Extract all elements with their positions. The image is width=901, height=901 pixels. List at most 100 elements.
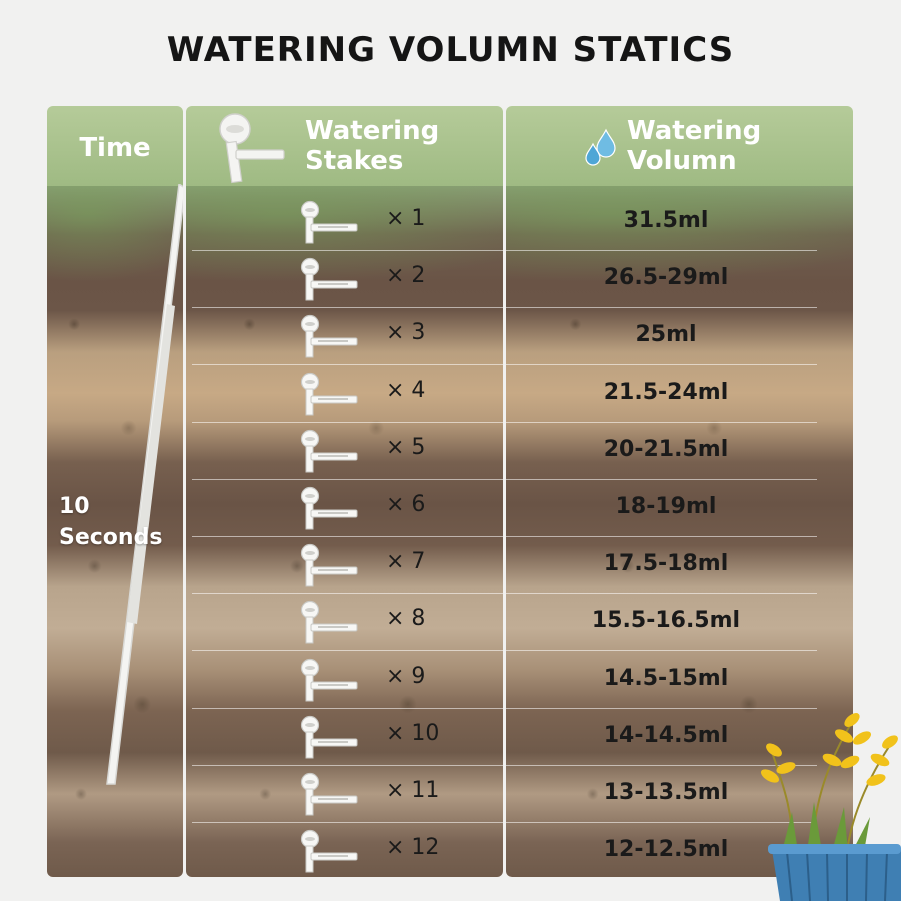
row-divider [506,364,817,366]
stake-count: × 8 [386,606,426,632]
volume-row: 21.5-24ml [506,366,853,423]
soil-background [186,186,503,877]
volume-row: 18-19ml [506,480,853,537]
stake-row: × 10 [186,709,503,766]
time-unit: Seconds [59,525,163,550]
volume-value: 15.5-16.5ml [591,608,741,634]
row-divider [506,307,817,309]
soil-background [47,186,183,877]
volume-value: 18-19ml [615,494,717,519]
watering-stake-icon [296,600,360,648]
stake-row: × 2 [186,251,503,309]
stakes-header-line1: Watering [305,116,440,146]
watering-stake-icon [219,113,285,184]
stake-count: × 9 [386,663,426,689]
watering-stake-icon [296,429,360,477]
row-divider [192,421,503,423]
row-divider [192,650,503,652]
time-value-label: 10 Seconds [59,491,162,553]
volume-header: Watering Volumn [506,106,853,186]
row-divider [506,536,817,537]
stake-count: × 4 [386,377,426,403]
watering-stake-icon [296,200,360,248]
stake-count: × 6 [386,492,426,517]
stakes-column: Watering Stakes × 1 × 2 × 3 × 4 × 5 × 6 × 7 × 8… [186,106,503,877]
time-header-label: Time [79,133,151,163]
volume-value: 25ml [635,322,697,348]
stake-row: × 12 [186,823,503,877]
row-divider [192,364,503,366]
volume-row: 31.5ml [506,194,853,251]
stake-row: × 11 [186,766,503,823]
volume-value: 13-13.5ml [603,780,729,805]
row-divider [506,707,817,709]
stake-count: × 1 [386,206,426,231]
row-divider [192,593,503,595]
volume-value: 21.5-24ml [603,379,729,405]
row-divider [192,822,503,823]
row-divider [192,764,503,766]
stake-count: × 3 [386,320,426,346]
time-column: Time 10 Seconds [47,106,183,877]
watering-stake-icon [296,772,360,820]
stake-count: × 5 [386,434,426,460]
stake-row: × 9 [186,652,503,709]
stake-row: × 4 [186,366,503,423]
volume-row: 25ml [506,308,853,366]
volume-row: 12-12.5ml [506,823,853,877]
row-divider [192,307,503,309]
row-divider [506,593,817,595]
stake-count: × 10 [386,720,440,746]
stake-row: × 1 [186,194,503,251]
volume-header-line2: Volumn [627,146,737,176]
row-divider [506,478,817,480]
watering-stake-icon [296,829,360,877]
watering-stake-icon [296,543,360,591]
watering-stake-icon [296,715,360,763]
stake-row: × 7 [186,537,503,595]
volume-header-line1: Watering [627,116,762,146]
stakes-header-label: Watering Stakes [305,116,439,176]
row-divider [192,250,503,251]
row-divider [192,478,503,480]
stakes-header: Watering Stakes [186,106,503,186]
volume-row: 13-13.5ml [506,766,853,823]
time-value: 10 [59,494,90,519]
watering-stake-icon [296,257,360,305]
time-header: Time [47,106,183,186]
watering-stake-icon [296,486,360,534]
water-drops-icon [585,128,616,166]
volume-row: 15.5-16.5ml [506,594,853,652]
stakes-header-line2: Stakes [305,146,404,176]
watering-stake-icon [296,314,360,362]
stake-count: × 12 [386,835,440,861]
row-divider [506,421,817,423]
stake-count: × 7 [386,549,426,575]
volume-value: 12-12.5ml [603,837,729,863]
page-title: WATERING VOLUMN STATICS [166,30,735,70]
row-divider [506,764,817,766]
watering-stake-icon [296,658,360,706]
row-divider [192,707,503,709]
volume-row: 26.5-29ml [506,251,853,309]
soil-background [506,186,853,877]
stake-row: × 6 [186,480,503,537]
stake-count: × 11 [386,778,440,803]
volume-value: 14.5-15ml [603,665,729,691]
volume-row: 17.5-18ml [506,537,853,595]
volume-header-label: Watering Volumn [627,116,761,176]
volume-row: 20-21.5ml [506,423,853,480]
volume-value: 17.5-18ml [603,551,729,577]
stake-row: × 5 [186,423,503,480]
stake-row: × 8 [186,594,503,652]
volume-value: 31.5ml [623,208,709,233]
row-divider [506,822,817,823]
row-divider [192,536,503,537]
volume-value: 20-21.5ml [603,436,729,462]
watering-stake-icon [296,372,360,420]
potted-plant-icon [760,713,901,901]
volume-value: 14-14.5ml [603,722,729,748]
stake-count: × 2 [386,263,426,289]
stake-row: × 3 [186,308,503,366]
row-divider [506,250,817,251]
